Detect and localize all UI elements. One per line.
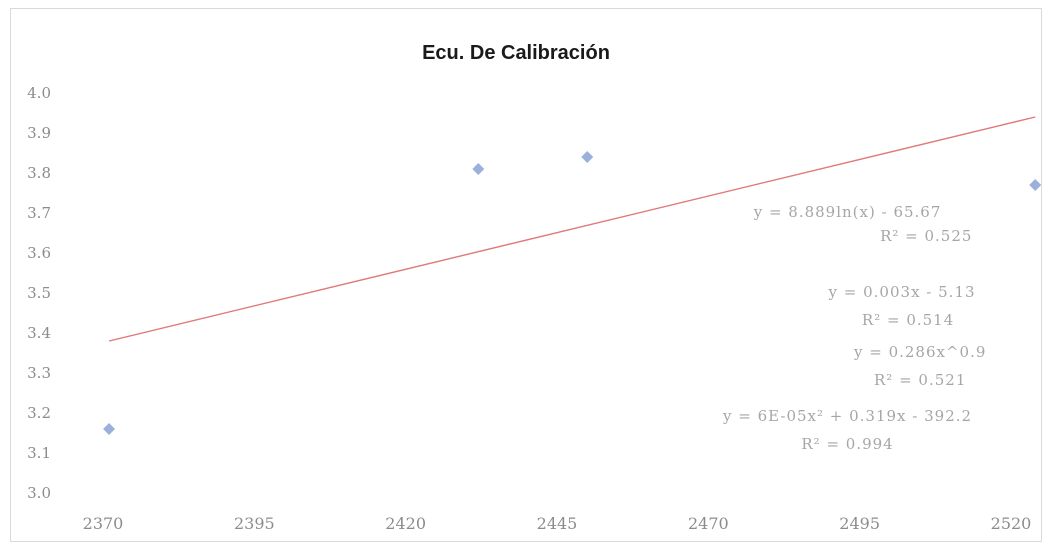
x-tick-label: 2420	[385, 514, 426, 533]
annotation-eq4: y = 6E-05x² + 0.319x - 392.2	[722, 407, 972, 425]
y-tick-label: 3.3	[27, 364, 51, 382]
annotation-r2: R² = 0.514	[862, 311, 954, 329]
x-axis-ticks: 2370 2395 2420 2445 2470 2495 2520	[83, 514, 1032, 533]
y-tick-label: 3.7	[27, 204, 51, 222]
calibration-chart: Ecu. De Calibración 3.03.13.23.33.43.53.…	[27, 42, 1041, 533]
y-tick-label: 3.0	[27, 484, 51, 502]
y-axis-ticks: 3.0 3.1 3.2 3.3 3.4 3.5 3.6 3.7 3.8 3.9 4.0	[27, 84, 51, 502]
y-tick-label: 3.9	[27, 124, 51, 142]
x-tick-label: 2495	[839, 514, 880, 533]
trendline	[108, 116, 1036, 342]
y-tick-label: 3.6	[27, 244, 51, 262]
x-tick-label: 2445	[537, 514, 578, 533]
y-tick-label: 3.5	[27, 284, 51, 302]
annotation-r4: R² = 0.994	[801, 435, 893, 453]
annotation-eq1: y = 8.889ln(x) - 65.67	[753, 203, 942, 221]
y-tick-label: 4.0	[27, 84, 51, 102]
x-tick-label: 2520	[991, 514, 1032, 533]
trendline-equations: y = 8.889ln(x) - 65.67 R² = 0.525 y = 0.00…	[722, 203, 986, 453]
y-tick-label: 3.1	[27, 444, 51, 462]
y-tick-label: 3.2	[27, 404, 51, 422]
annotation-r3: R² = 0.521	[874, 371, 966, 389]
y-tick-label: 3.4	[27, 324, 51, 342]
x-tick-label: 2395	[234, 514, 275, 533]
data-points	[103, 151, 1041, 435]
chart-title: Ecu. De Calibración	[422, 42, 610, 64]
x-tick-label: 2370	[83, 514, 124, 533]
data-point	[472, 163, 485, 175]
chart-frame: Ecu. De Calibración 3.0 3.1 3.2 3.3 3.4 3.5 3.…	[10, 8, 1042, 542]
data-point	[581, 151, 594, 163]
data-point	[103, 423, 116, 435]
annotation-eq3: y = 0.286x^0.9	[853, 343, 986, 361]
annotation-r1: R² = 0.525	[880, 227, 972, 245]
data-point	[1029, 179, 1041, 191]
x-tick-label: 2470	[688, 514, 729, 533]
annotation-eq2: y = 0.003x - 5.13	[828, 283, 976, 301]
y-tick-label: 3.8	[27, 164, 51, 182]
